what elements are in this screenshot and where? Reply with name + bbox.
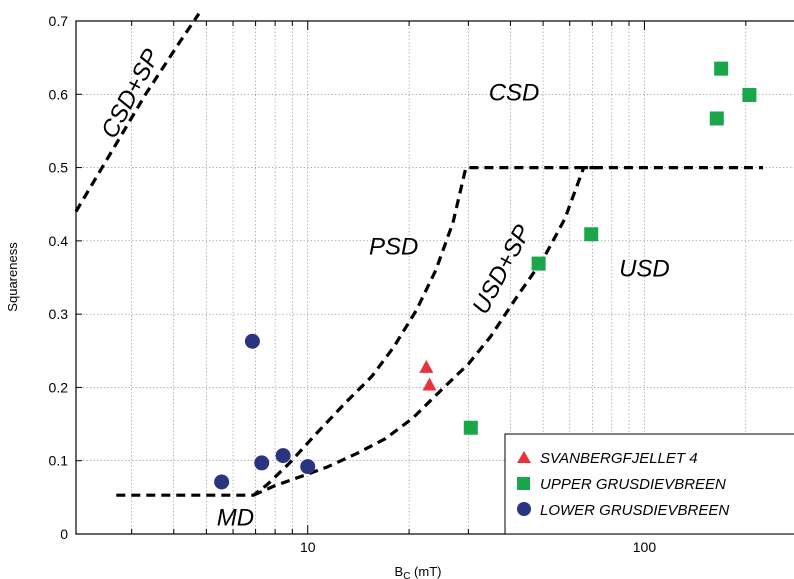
plot-frame [75,20,794,535]
data-point-square [709,111,724,126]
y-tick-label: 0.1 [49,453,69,469]
data-point-triangle [419,359,434,373]
data-point-square [463,420,478,435]
data-point-square [531,256,546,271]
data-point-triangle [422,377,437,391]
legend-box [504,433,794,535]
y-tick-label: 0 [60,526,68,542]
boundary-line-md-psd-csd [116,166,603,497]
data-points [214,61,757,490]
y-tick-label: 0.2 [49,379,69,395]
y-tick-label: 0.5 [49,160,69,176]
y-tick-label: 0.7 [49,13,69,29]
legend-marker-lower-grusdievbreen [517,502,531,516]
legend-label-upper-grusdievbreen: UPPER GRUSDIEVBREEN [540,476,726,493]
boundary-line-csd-sp [74,12,201,213]
y-axis-ticks: 0 0.1 0.2 0.3 0.4 0.5 0.6 0.7 [49,13,82,542]
x-tick-label: 100 [633,539,657,555]
legend-marker-upper-grusdievbreen [517,477,530,490]
x-axis-label: BC (mT) [395,564,442,579]
region-label-md: MD [217,505,254,532]
region-label-psd: PSD [369,234,418,261]
region-label-usd: USD [619,256,670,283]
data-point-circle [254,455,270,471]
y-tick-label: 0.6 [49,86,69,102]
legend-marker-svanbergfjellet [517,451,531,463]
legend-label-lower-grusdievbreen: LOWER GRUSDIEVBREEN [540,502,729,519]
region-label-csd: CSD [489,80,540,107]
data-point-square [714,61,729,76]
legend: SVANBERGFJELLET 4 UPPER GRUSDIEVBREEN LO… [504,433,794,535]
data-point-circle [214,474,230,490]
y-tick-label: 0.4 [49,233,69,249]
data-point-square [742,88,757,103]
legend-label-svanbergfjellet: SVANBERGFJELLET 4 [540,450,698,467]
y-axis-label: Squareness [5,242,20,312]
data-point-circle [275,448,291,464]
data-point-circle [300,459,316,475]
data-point-square [584,227,599,242]
x-tick-label: 10 [300,539,316,555]
y-tick-label: 0.3 [49,306,69,322]
data-point-circle [244,333,260,349]
